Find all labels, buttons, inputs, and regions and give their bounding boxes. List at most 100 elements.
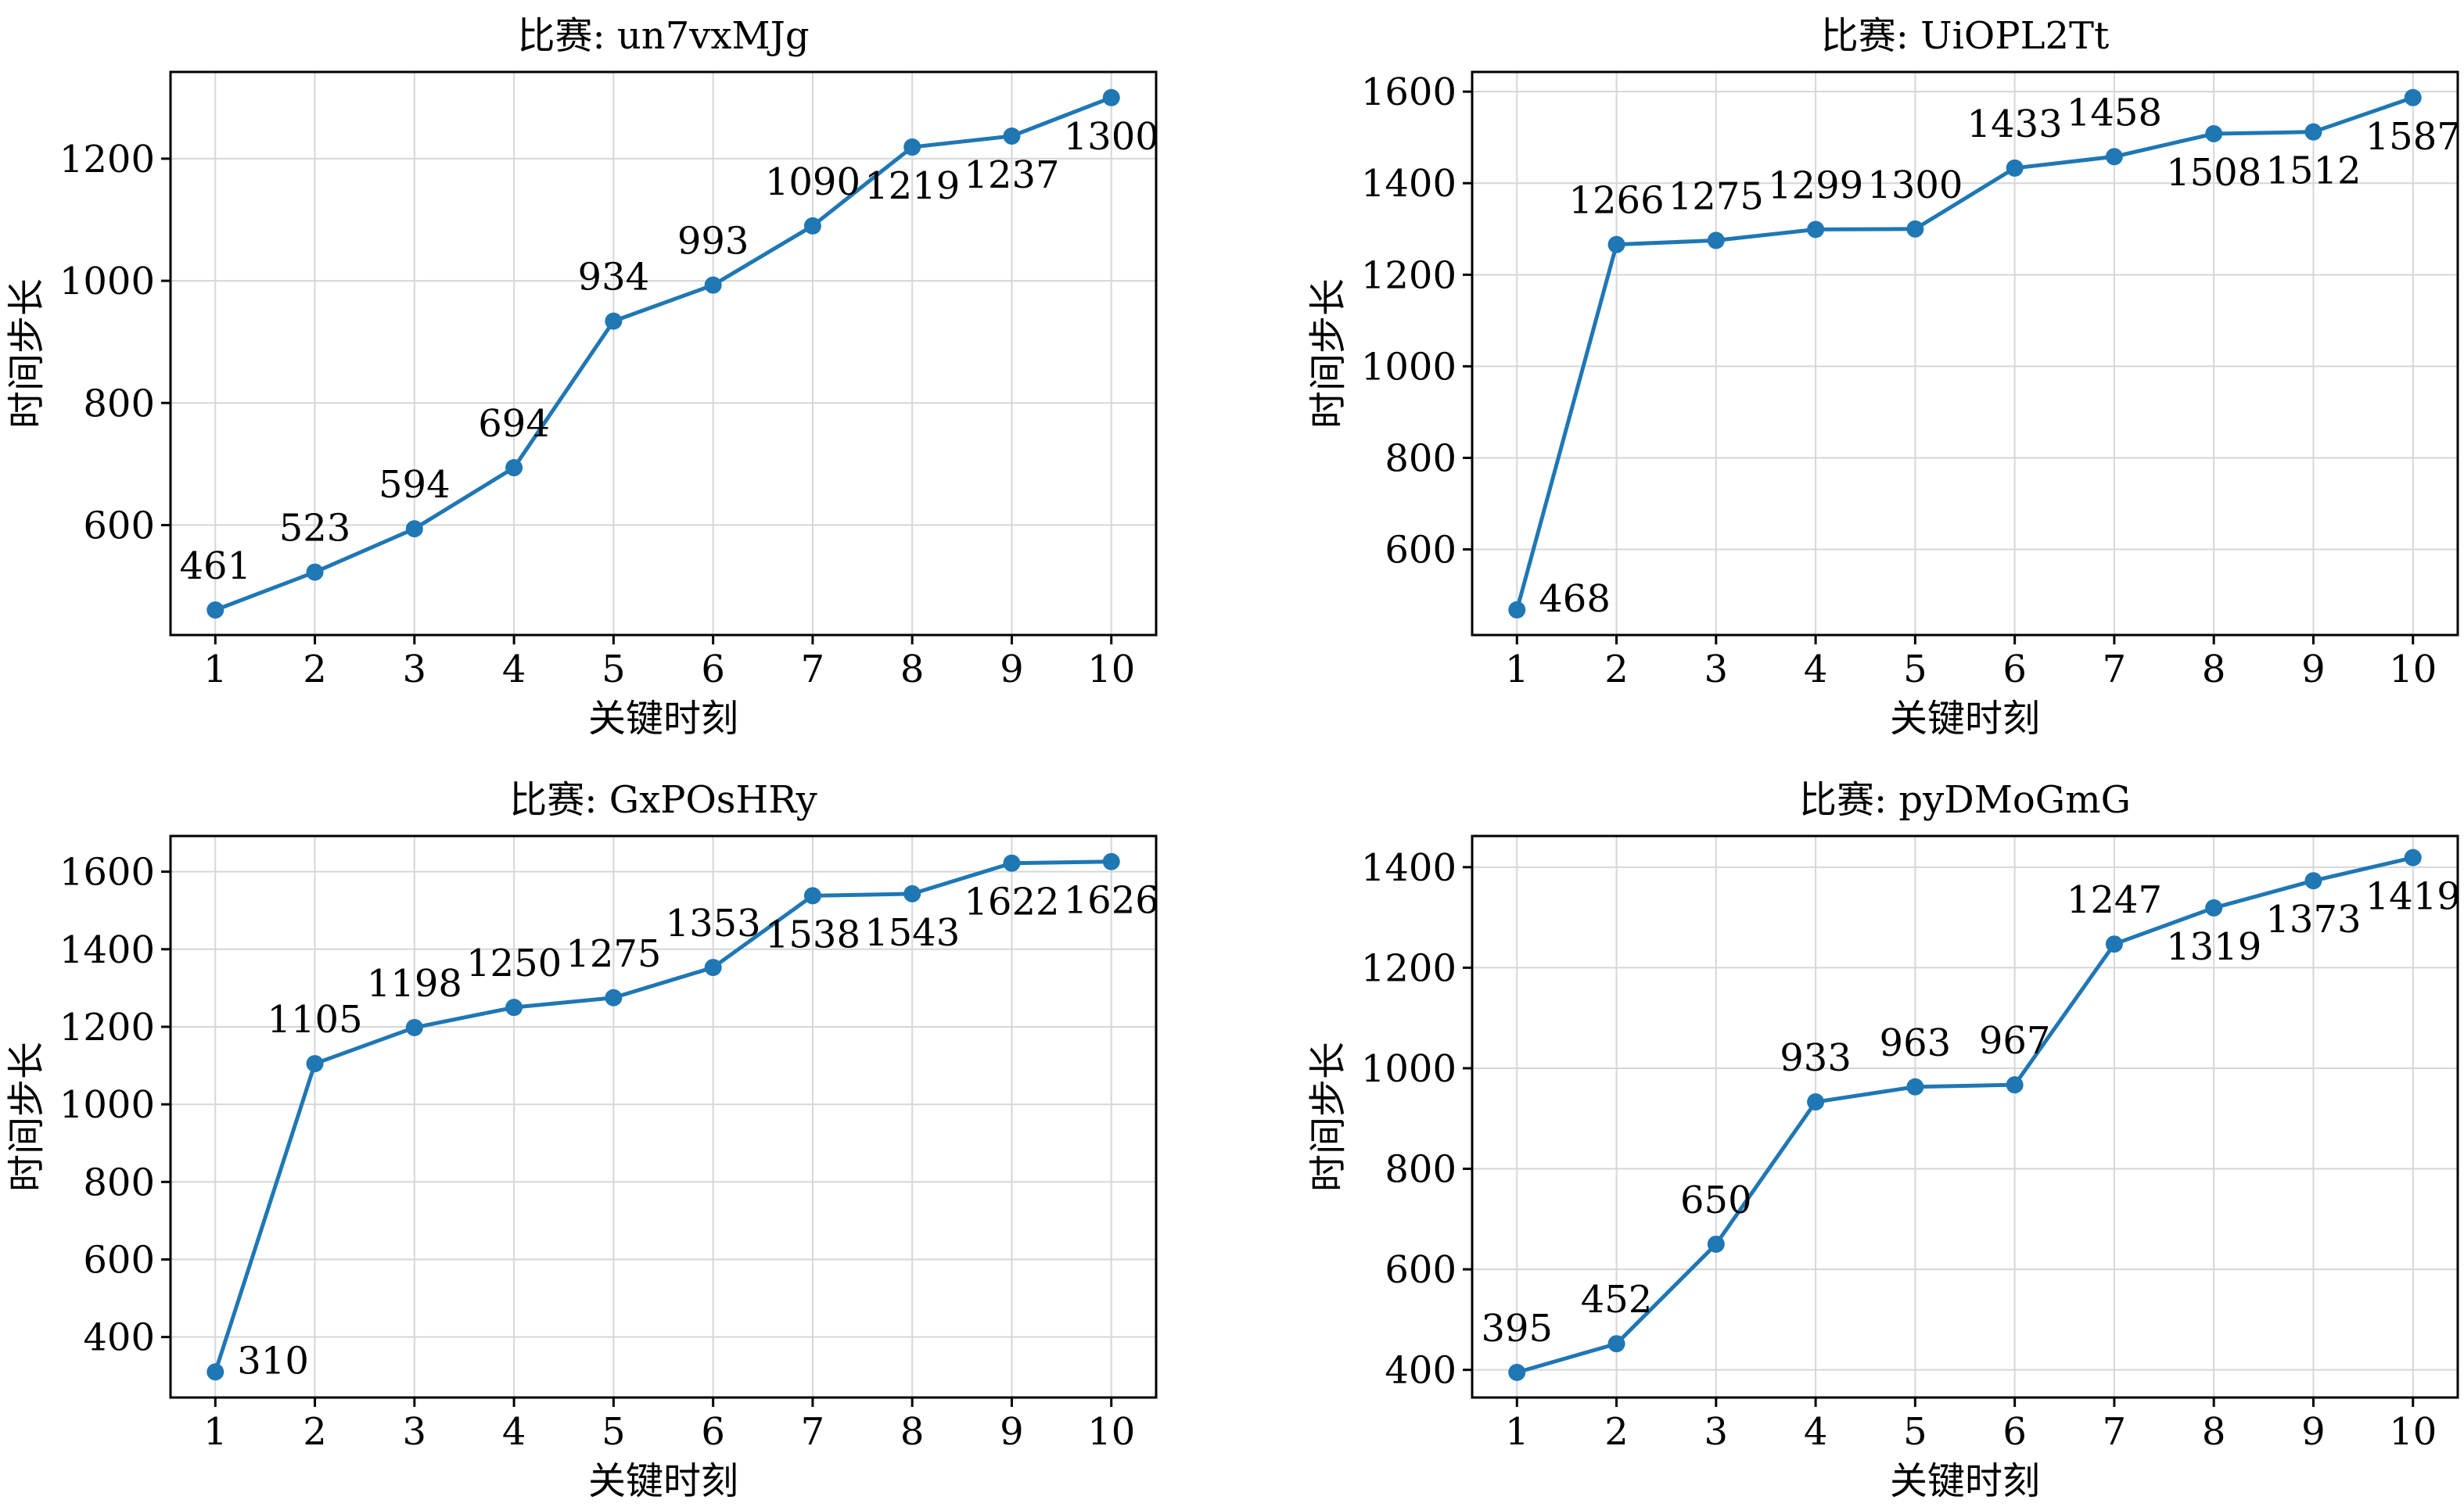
data-point (2404, 849, 2422, 867)
x-tick-label: 1 (203, 648, 228, 691)
chart-title: 比赛: UiOPL2Tt (1821, 14, 2110, 58)
x-tick-label: 6 (701, 1410, 725, 1454)
x-tick-label: 10 (1087, 648, 1135, 691)
data-point (1102, 852, 1120, 870)
data-label: 1275 (1668, 174, 1764, 218)
data-label: 1419 (2365, 875, 2461, 919)
y-tick-label: 1400 (1361, 846, 1456, 890)
x-tick-label: 6 (2002, 648, 2027, 691)
series-line (1514, 95, 2414, 611)
data-label: 1090 (765, 160, 860, 204)
series-line (214, 95, 1112, 612)
data-label: 594 (379, 463, 451, 507)
data-label: 1237 (964, 153, 1059, 197)
x-tick-label: 9 (2301, 1410, 2326, 1454)
chart-panel-2: 1 2 3 4 5 6 7 8 9 10 600 800 1000 1200 1400 1600 比赛: UiO… (1306, 14, 2461, 741)
chart-title: 比赛: GxPOsHRy (509, 778, 817, 822)
data-point (207, 1363, 224, 1381)
data-point (405, 520, 423, 538)
y-tick-label: 1400 (59, 928, 155, 972)
data-label: 1626 (1064, 879, 1159, 923)
y-tick-label: 1200 (1361, 946, 1456, 990)
data-point (1807, 221, 1825, 239)
x-tick-label: 7 (2103, 1410, 2127, 1454)
data-point (2404, 88, 2422, 106)
y-tick-label: 1600 (59, 851, 155, 895)
data-point (2205, 125, 2223, 143)
data-point (306, 563, 324, 581)
data-point (704, 959, 722, 977)
data-label: 694 (478, 402, 550, 446)
data-point (2105, 148, 2123, 166)
y-tick-label: 1600 (1361, 70, 1456, 114)
x-tick-label: 2 (1604, 1410, 1629, 1454)
data-point (803, 887, 821, 905)
data-point (505, 999, 523, 1017)
data-label: 1319 (2166, 925, 2261, 969)
data-point (2006, 159, 2024, 177)
x-tick-label: 8 (900, 648, 925, 691)
y-tick-label: 1000 (1361, 1047, 1456, 1091)
data-label: 967 (1979, 1019, 2051, 1063)
y-tick-label: 600 (1385, 529, 1456, 572)
data-label: 1300 (1064, 115, 1159, 159)
x-tick-label: 1 (1505, 1410, 1529, 1454)
chart-title: 比赛: un7vxMJg (517, 14, 809, 58)
plot-frame (1471, 70, 2459, 637)
data-point (1607, 235, 1625, 253)
x-tick-label: 5 (602, 1410, 626, 1454)
y-tick-label: 1200 (59, 1006, 155, 1050)
x-tick-label: 10 (2389, 648, 2437, 691)
x-tick-label: 9 (1000, 648, 1024, 691)
data-point (1508, 601, 1526, 619)
x-tick-label: 3 (403, 1410, 427, 1454)
data-label: 1250 (466, 942, 562, 985)
data-label: 461 (179, 544, 251, 588)
y-tick-label: 400 (83, 1316, 155, 1360)
x-tick-label: 4 (502, 1410, 526, 1454)
x-tick-label: 2 (303, 648, 327, 691)
plot-frame (169, 70, 1158, 637)
x-tick-label: 7 (2103, 648, 2127, 691)
data-point (2304, 872, 2322, 890)
data-label: 1538 (765, 913, 860, 956)
x-axis-label: 关键时刻 (1890, 697, 2040, 741)
x-tick-label: 3 (1704, 1410, 1729, 1454)
data-label: 395 (1481, 1307, 1553, 1351)
data-point (1707, 1235, 1725, 1253)
data-point (903, 884, 921, 902)
data-label: 1300 (1867, 163, 1963, 207)
data-point (1906, 1078, 1924, 1096)
data-label: 1299 (1768, 163, 1863, 207)
data-label: 650 (1680, 1179, 1752, 1222)
x-axis-label: 关键时刻 (588, 697, 738, 741)
x-tick-label: 1 (203, 1410, 228, 1454)
data-point (2006, 1076, 2024, 1094)
data-label: 1433 (1967, 102, 2063, 146)
data-label: 310 (237, 1339, 309, 1383)
x-tick-label: 9 (1000, 1410, 1024, 1454)
x-axis-label: 关键时刻 (588, 1459, 738, 1503)
data-label: 468 (1539, 577, 1611, 621)
y-tick-label: 1000 (1361, 345, 1456, 389)
y-tick-label: 600 (1385, 1248, 1456, 1292)
data-label: 1105 (267, 998, 362, 1042)
x-tick-label: 3 (403, 648, 427, 691)
x-tick-label: 9 (2301, 648, 2326, 691)
x-tick-label: 8 (900, 1410, 925, 1454)
data-point (704, 276, 722, 294)
data-label: 1266 (1568, 179, 1664, 223)
data-label: 1622 (964, 881, 1059, 924)
data-point (1807, 1093, 1825, 1111)
x-tick-label: 5 (1903, 1410, 1927, 1454)
x-tick-label: 10 (1087, 1410, 1135, 1454)
chart-panel-1: 1 2 3 4 5 6 7 8 9 10 600 800 1000 1200 比赛: un7vxMJg 关键时… (5, 14, 1159, 741)
x-tick-label: 10 (2389, 1410, 2437, 1454)
data-label: 1373 (2265, 898, 2361, 942)
data-label: 1587 (2365, 115, 2461, 159)
data-point (605, 312, 623, 330)
x-tick-label: 1 (1505, 648, 1529, 691)
chart-panel-4: 1 2 3 4 5 6 7 8 9 10 400 600 800 1000 1200 1400 比赛: pyDM… (1306, 778, 2461, 1503)
y-tick-label: 800 (83, 1161, 155, 1204)
